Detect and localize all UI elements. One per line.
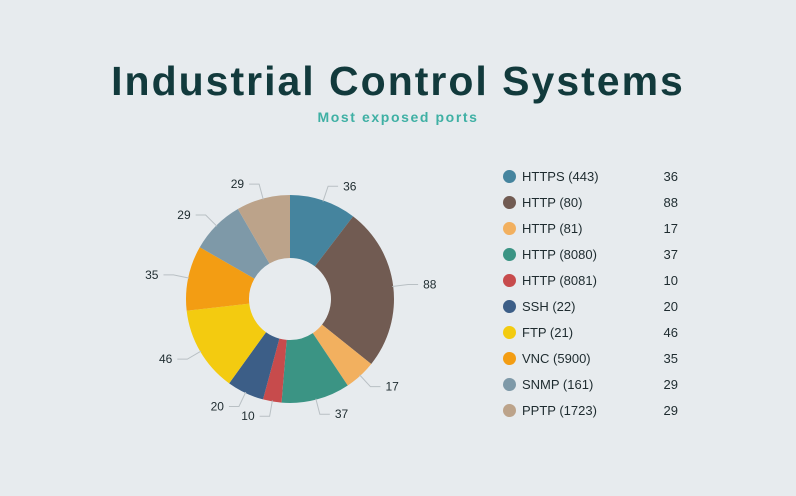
data-label: 37 [335,407,349,421]
slice-pptp-1723 [237,195,290,264]
legend-value: 29 [663,402,678,418]
slice-vnc-5900 [185,247,255,311]
slice-http-8080 [281,333,348,403]
legend-item-ftp-21: FTP (21) 46 [503,319,678,345]
legend-value: 10 [663,272,678,288]
data-label: 35 [145,268,159,282]
data-label: 20 [211,399,225,413]
legend-value: 37 [663,246,678,262]
slice-ftp-21 [186,303,267,384]
slice-https-443 [290,195,354,267]
legend-label: HTTP (8081) [522,272,597,288]
legend-item-http-8081: HTTP (8081) 10 [503,267,678,293]
legend-label: PPTP (1723) [522,402,597,418]
legend-label: HTTP (80) [522,194,583,210]
leader-line [315,398,330,415]
leader-line [228,391,247,407]
data-label: 36 [343,179,357,193]
legend-swatch [503,221,516,235]
legend-item-ssh-22: SSH (22) 20 [503,293,678,319]
legend-label: VNC (5900) [522,350,591,366]
slice-http-81 [312,324,372,386]
slice-http-8081 [263,338,287,403]
slice-snmp-161 [199,209,270,279]
chart-title: Industrial Control Systems [111,58,685,104]
legend-label: HTTP (8080) [522,246,597,262]
legend-swatch [503,273,516,287]
legend-swatch [503,351,516,365]
legend-value: 29 [663,376,678,392]
data-label: 10 [241,409,255,423]
legend-item-vnc-5900: VNC (5900) 35 [503,345,678,371]
data-label: 17 [385,380,399,394]
legend-swatch [503,403,516,417]
data-label: 46 [159,352,173,366]
legend-swatch [503,169,516,183]
chart-legend: HTTPS (443) 36 HTTP (80) 88 HTTP (81) 17 HTTP … [503,163,678,423]
legend-swatch [503,195,516,209]
legend-item-http-8080: HTTP (8080) 37 [503,241,678,267]
legend-value: 35 [663,350,678,366]
legend-value: 88 [663,194,678,210]
legend-item-https-443: HTTPS (443) 36 [503,163,678,189]
legend-label: HTTPS (443) [522,168,599,184]
leader-line [392,283,419,287]
legend-swatch [503,377,516,391]
slice-http-80 [314,216,394,364]
leader-line [259,400,273,417]
legend-label: SNMP (161) [522,376,594,392]
leader-line [322,185,339,202]
legend-label: FTP (21) [522,324,574,340]
legend-item-snmp-161: SNMP (161) 29 [503,371,678,397]
legend-item-http-80: HTTP (80) 88 [503,189,678,215]
data-label: 29 [177,208,191,222]
legend-swatch [503,299,516,313]
leader-line [359,374,381,388]
data-label: 88 [423,277,437,291]
legend-value: 46 [663,324,678,340]
legend-value: 20 [663,298,678,314]
legend-label: SSH (22) [522,298,576,314]
legend-item-pptp-1723: PPTP (1723) 29 [503,397,678,423]
leader-line [163,274,190,279]
legend-item-http-81: HTTP (81) 17 [503,215,678,241]
leader-line [249,183,264,200]
legend-value: 17 [663,220,678,236]
chart-subtitle: Most exposed ports [317,109,479,125]
legend-swatch [503,325,516,339]
legend-swatch [503,247,516,261]
legend-value: 36 [663,168,678,184]
leader-line [195,214,218,227]
slice-ssh-22 [229,332,280,400]
data-label: 29 [231,177,245,191]
legend-label: HTTP (81) [522,220,583,236]
leader-line [177,350,202,360]
